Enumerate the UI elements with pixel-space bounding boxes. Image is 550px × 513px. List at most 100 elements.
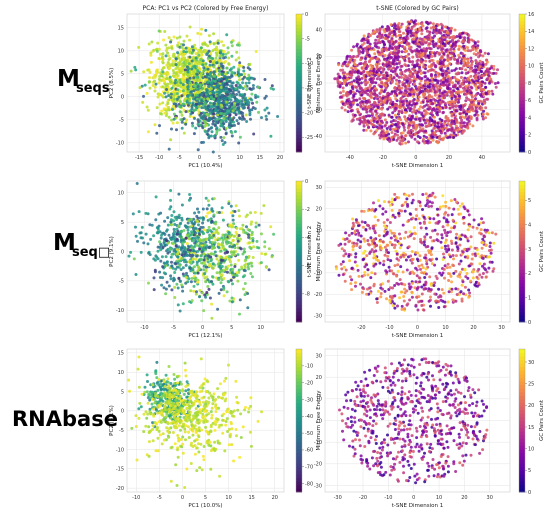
data-point [193, 43, 197, 47]
colorbar-segment [296, 131, 302, 136]
data-point [384, 71, 388, 75]
data-point [201, 63, 205, 67]
data-point [446, 119, 450, 123]
data-point [459, 121, 463, 125]
data-point [355, 78, 359, 82]
data-point [460, 52, 464, 56]
colorbar-segment [296, 76, 302, 80]
data-point [236, 99, 240, 102]
data-point [397, 75, 401, 79]
colorbar-segment [296, 96, 302, 101]
data-point [382, 42, 386, 46]
colorbar-tick-label: 16 [528, 12, 534, 18]
data-point [220, 77, 223, 81]
data-point [412, 101, 416, 105]
data-point [474, 53, 478, 57]
colorbar-segment [519, 93, 525, 98]
data-point [437, 51, 441, 55]
data-point [181, 78, 185, 82]
data-point [232, 95, 236, 99]
data-point [176, 55, 180, 59]
data-point [370, 79, 374, 83]
data-point [201, 59, 205, 63]
data-point [380, 107, 384, 111]
colorbar-segment [519, 103, 525, 108]
colorbar-segment [519, 24, 525, 29]
data-point [134, 234, 138, 238]
data-point [187, 62, 191, 66]
data-point [467, 83, 471, 87]
data-point [195, 102, 198, 106]
data-point [390, 31, 394, 34]
data-point [241, 96, 245, 100]
data-point [127, 254, 131, 258]
data-point [249, 117, 252, 121]
data-point [207, 85, 211, 89]
data-point [462, 124, 466, 128]
data-point [469, 56, 473, 60]
data-point [362, 115, 366, 119]
data-point [397, 49, 401, 53]
data-point [203, 111, 207, 115]
data-point [393, 123, 397, 127]
data-point [166, 61, 170, 65]
data-point [230, 40, 233, 44]
x-tick-label: 0 [198, 155, 201, 161]
data-point [355, 117, 359, 121]
data-point [232, 120, 235, 124]
data-point [429, 26, 433, 30]
data-point [381, 113, 385, 117]
data-point [483, 81, 487, 85]
data-point [368, 42, 372, 46]
data-point [237, 63, 241, 67]
data-point [147, 42, 151, 46]
data-point [369, 109, 373, 113]
data-point [207, 136, 211, 140]
data-point [236, 43, 239, 47]
data-point [160, 255, 164, 259]
data-point [161, 55, 164, 59]
data-point [430, 51, 434, 54]
colorbar-segment [296, 100, 302, 105]
data-point [228, 79, 232, 83]
data-point [140, 84, 144, 88]
data-point [341, 86, 345, 90]
data-point [436, 74, 440, 78]
data-point [171, 108, 174, 111]
colorbar-segment [519, 48, 525, 53]
row-label-1-sub: seq□ [72, 245, 110, 260]
data-point [439, 129, 443, 133]
data-point [460, 118, 464, 122]
data-point [208, 63, 212, 67]
colorbar-segment [519, 117, 525, 122]
data-point [228, 117, 232, 120]
data-point [441, 124, 445, 128]
data-point [172, 210, 176, 214]
colorbar-segment [519, 14, 525, 18]
data-point [405, 80, 409, 84]
data-point [380, 50, 384, 54]
data-point [407, 57, 411, 61]
data-point [171, 99, 175, 103]
data-point [404, 49, 408, 53]
data-point [171, 59, 175, 63]
data-point [167, 233, 171, 237]
data-point [353, 63, 357, 67]
data-point [251, 101, 254, 105]
data-point [338, 80, 342, 84]
data-point [191, 101, 195, 105]
data-point [182, 39, 186, 43]
data-point [445, 31, 449, 35]
x-tick-label: 0 [201, 325, 204, 331]
data-point [380, 134, 384, 138]
data-point [431, 40, 435, 44]
data-point [214, 94, 218, 98]
data-point [194, 52, 198, 56]
data-point [382, 100, 386, 104]
chart-title: t-SNE (Colored by GC Pairs) [376, 5, 458, 12]
data-point [155, 106, 159, 110]
data-point [177, 41, 180, 45]
data-point [201, 87, 205, 90]
data-point [153, 123, 157, 127]
